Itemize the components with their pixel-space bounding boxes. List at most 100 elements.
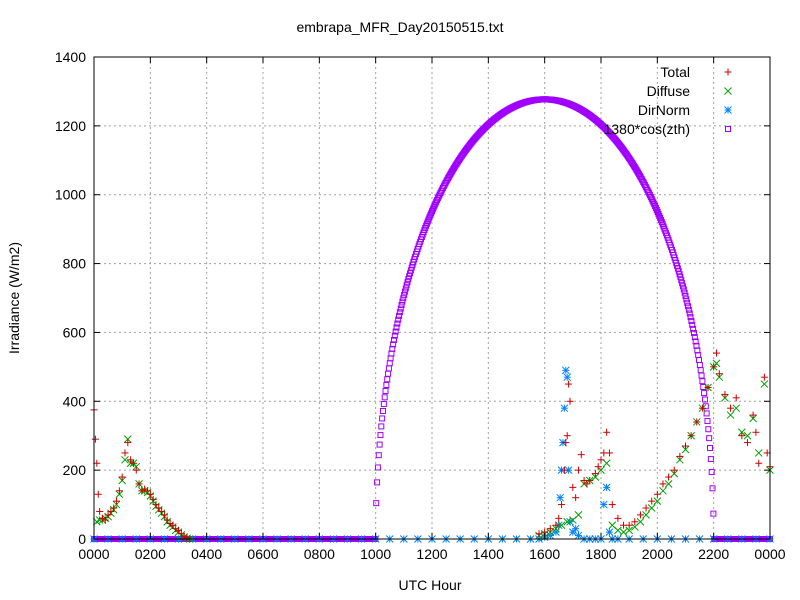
cos-zth-point <box>654 208 661 215</box>
chart-title: embrapa_MFR_Day20150515.txt <box>296 19 503 35</box>
cos-zth-point <box>402 285 409 292</box>
legend-label: DirNorm <box>638 102 690 118</box>
total-point <box>682 442 689 450</box>
cos-zth-point <box>687 314 694 321</box>
cos-zth-point <box>688 317 695 324</box>
cos-zth-point <box>689 321 696 328</box>
y-axis-title: Irradiance (W/m2) <box>6 242 22 354</box>
cos-zth-point <box>399 298 406 305</box>
legend-label: Total <box>660 64 690 80</box>
x-tick-label: 0400 <box>191 546 222 562</box>
total-point <box>625 521 633 529</box>
diffuse-point <box>121 455 129 464</box>
cos-zth-point <box>703 410 710 417</box>
total-point <box>710 363 718 371</box>
total-point <box>562 439 570 447</box>
total-point <box>149 495 157 503</box>
y-tick-label: 200 <box>63 462 87 478</box>
cos-zth-point <box>431 202 438 209</box>
cos-zth-point <box>684 299 691 306</box>
diffuse-point <box>754 449 763 457</box>
x-tick-label: 0600 <box>247 546 278 562</box>
dirnorm-point <box>602 483 611 492</box>
ticks: 0000 0200 0400 0600 0800 1000 1200 1400 1600 1800… <box>55 49 786 562</box>
cos-zth-point <box>385 370 392 377</box>
cos-zth-point <box>373 500 380 507</box>
cos-zth-point <box>377 432 384 439</box>
y-tick-label: 600 <box>63 324 87 340</box>
diffuse-point <box>625 526 634 535</box>
cos-zth-point <box>699 378 706 385</box>
cos-zth-point <box>710 510 717 517</box>
cos-zth-point <box>374 464 381 471</box>
legend-marker <box>724 106 732 114</box>
legend-marker <box>724 68 732 76</box>
cos-zth-point <box>390 341 397 348</box>
cos-zth-point <box>708 469 715 476</box>
total-point <box>614 514 622 522</box>
total-point <box>558 501 566 509</box>
cos-zth-point <box>697 367 704 374</box>
diffuse-point <box>602 459 611 468</box>
total-point <box>676 452 684 460</box>
total-point <box>569 483 577 491</box>
diffuse-point <box>647 504 656 512</box>
total-point <box>755 459 763 467</box>
cos-zth-point <box>385 365 392 372</box>
cos-zth-point <box>701 396 708 403</box>
cos-zth-point <box>390 336 397 343</box>
legend-marker <box>725 126 731 132</box>
total-point <box>146 490 154 498</box>
dirnorm-point <box>563 373 572 382</box>
legend-label: 1380*cos(zth) <box>604 121 690 137</box>
total-point <box>135 480 143 488</box>
total-point <box>743 439 751 447</box>
legend: Total Diffuse DirNorm 1380*cos(zth) <box>604 64 732 137</box>
total-point <box>687 432 695 440</box>
total-point <box>129 459 137 467</box>
cos-zth-point <box>400 295 407 302</box>
cos-zth-point <box>379 415 386 422</box>
total-point <box>760 373 768 381</box>
diffuse-point <box>664 480 673 488</box>
x-tick-label: 0000 <box>754 546 785 562</box>
cos-zth-point <box>706 435 713 442</box>
diffuse-point <box>732 404 741 413</box>
total-point <box>752 428 760 436</box>
total-point <box>160 511 168 519</box>
cos-zth-point <box>649 197 656 204</box>
total-point <box>115 487 123 495</box>
cos-zth-point <box>429 208 435 215</box>
dirnorm-point <box>556 493 565 502</box>
cos-zth-point <box>686 310 693 317</box>
total-point <box>121 449 129 457</box>
total-point <box>586 476 594 484</box>
cos-zth-point <box>681 289 688 296</box>
cos-zth-point <box>396 312 403 319</box>
dirnorm-point <box>561 366 570 375</box>
legend-label: Diffuse <box>647 83 691 99</box>
cos-zth-point <box>704 418 711 425</box>
cos-zth-point <box>709 485 716 492</box>
x-tick-label: 0800 <box>304 546 335 562</box>
total-point <box>565 380 573 388</box>
dirnorm-point <box>552 528 560 536</box>
cos-zth-point <box>683 296 690 303</box>
cos-zth-point <box>698 372 705 379</box>
total-point <box>552 521 560 529</box>
total-point <box>110 504 118 512</box>
total-point <box>648 497 656 505</box>
cos-zth-point <box>680 286 687 293</box>
diffuse-point <box>574 511 583 519</box>
dirnorm-point <box>571 524 580 533</box>
y-tick-label: 800 <box>63 256 87 272</box>
legend-marker <box>724 87 732 95</box>
cos-zth-point <box>379 407 386 414</box>
cos-zth-point <box>430 204 437 211</box>
cos-zth-point <box>696 361 703 368</box>
y-tick-label: 1400 <box>55 49 86 65</box>
cos-zth-point <box>429 206 436 213</box>
total-point <box>693 418 701 426</box>
cos-zth-point <box>707 444 714 451</box>
cos-zth-point <box>648 195 655 202</box>
